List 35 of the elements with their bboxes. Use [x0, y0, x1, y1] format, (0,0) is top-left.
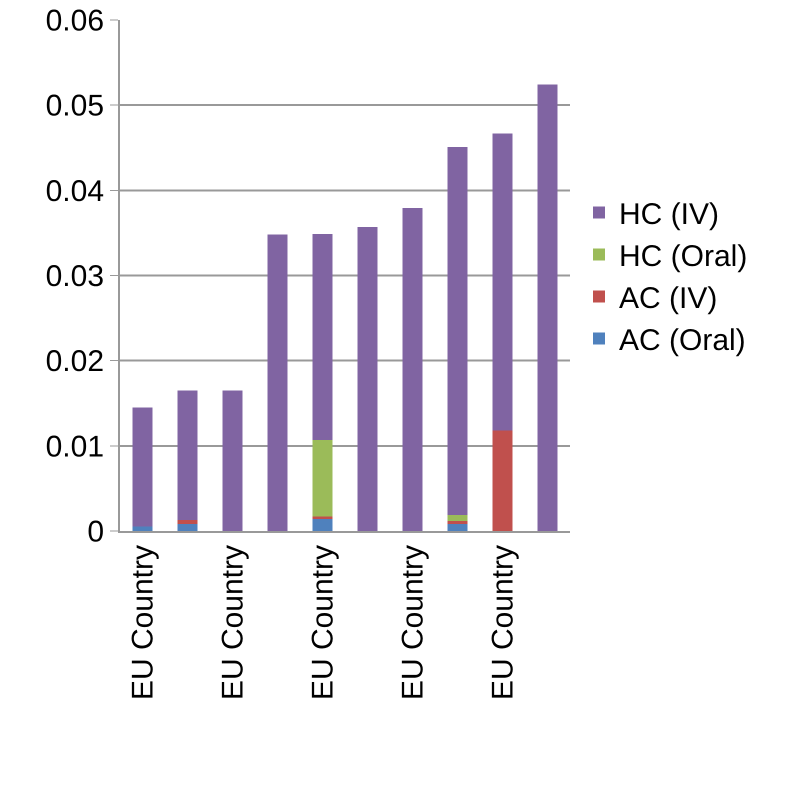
bar [312, 519, 333, 531]
x-tick-label: EU Country [486, 545, 520, 700]
bar [312, 516, 333, 520]
bar [447, 524, 468, 531]
y-tick-label: 0.05 [46, 90, 104, 123]
bar [312, 440, 333, 517]
y-tick-label: 0.03 [46, 260, 104, 293]
bar [177, 520, 198, 524]
bar [132, 408, 153, 527]
y-tick-label: 0.04 [46, 174, 104, 208]
bar [492, 133, 513, 430]
bar [402, 208, 423, 531]
bar [537, 84, 558, 531]
x-tick-label: EU Country [306, 545, 340, 700]
legend-label: HC (Oral) [619, 240, 748, 274]
bar [492, 430, 513, 531]
y-tick-label: 0 [87, 516, 104, 548]
y-tick-label: 0.06 [46, 4, 104, 38]
legend-label: AC (IV) [619, 282, 718, 316]
x-tick-label: EU Country [126, 545, 160, 700]
bar [267, 234, 288, 531]
bar [447, 514, 468, 521]
x-tick-label: EU Country [396, 545, 430, 700]
x-tick-label: EU Country [216, 545, 250, 700]
bar [177, 524, 198, 531]
bar [357, 226, 378, 531]
legend-label: HC (IV) [619, 198, 719, 232]
legend-label: AC (Oral) [619, 324, 746, 358]
bar [132, 526, 153, 531]
y-tick-label: 0.01 [46, 430, 104, 464]
bar [177, 390, 198, 520]
bar [447, 146, 468, 515]
bar [312, 234, 333, 440]
y-tick-label: 0.02 [46, 345, 104, 378]
bar [222, 390, 243, 531]
